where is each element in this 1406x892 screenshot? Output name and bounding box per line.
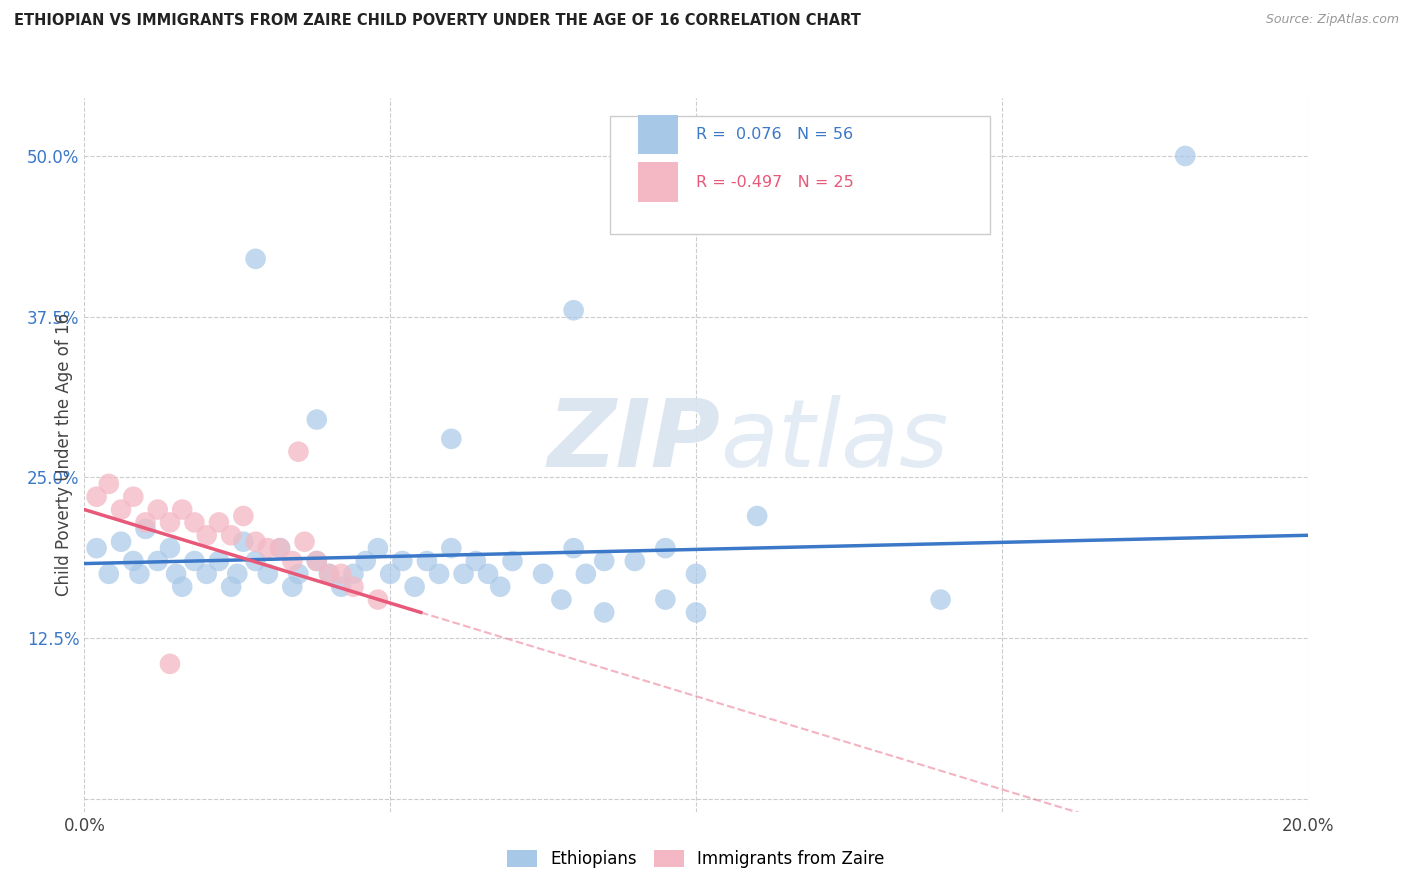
Point	[305, 412, 328, 426]
Point	[287, 566, 309, 581]
Point	[1174, 149, 1197, 163]
Point	[440, 541, 463, 556]
Point	[281, 554, 304, 568]
Point	[562, 541, 585, 556]
Point	[86, 490, 108, 504]
Point	[135, 522, 157, 536]
Point	[287, 444, 309, 458]
Point	[550, 592, 572, 607]
Point	[575, 566, 598, 581]
Point	[654, 541, 676, 556]
Point	[183, 516, 205, 530]
Point	[330, 566, 353, 581]
Text: ZIP: ZIP	[547, 394, 720, 487]
Point	[219, 580, 242, 594]
Point	[146, 502, 169, 516]
Point	[342, 580, 364, 594]
FancyBboxPatch shape	[638, 162, 678, 202]
Text: atlas: atlas	[720, 395, 949, 486]
Point	[269, 541, 291, 556]
Point	[453, 566, 475, 581]
Point	[294, 534, 316, 549]
Point	[281, 580, 304, 594]
Point	[135, 516, 157, 530]
Point	[367, 592, 389, 607]
Point	[391, 554, 413, 568]
Point	[685, 606, 707, 620]
Point	[427, 566, 450, 581]
Point	[172, 580, 194, 594]
Point	[208, 516, 231, 530]
Point	[219, 528, 242, 542]
Point	[232, 508, 254, 523]
Point	[172, 502, 194, 516]
Point	[183, 554, 205, 568]
Point	[110, 502, 132, 516]
Text: R = -0.497   N = 25: R = -0.497 N = 25	[696, 175, 853, 190]
Point	[685, 566, 707, 581]
Text: R =  0.076   N = 56: R = 0.076 N = 56	[696, 127, 853, 142]
Point	[159, 657, 181, 671]
Point	[531, 566, 554, 581]
Point	[195, 528, 218, 542]
FancyBboxPatch shape	[610, 116, 990, 234]
Point	[342, 566, 364, 581]
Point	[269, 541, 291, 556]
Point	[367, 541, 389, 556]
Point	[159, 541, 181, 556]
Point	[122, 554, 145, 568]
Point	[354, 554, 377, 568]
Point	[257, 541, 280, 556]
Text: Source: ZipAtlas.com: Source: ZipAtlas.com	[1265, 13, 1399, 27]
Point	[654, 592, 676, 607]
Point	[245, 534, 267, 549]
Point	[97, 566, 120, 581]
Point	[245, 554, 267, 568]
Point	[440, 432, 463, 446]
Point	[416, 554, 439, 568]
Legend: Ethiopians, Immigrants from Zaire: Ethiopians, Immigrants from Zaire	[501, 843, 891, 875]
Point	[122, 490, 145, 504]
Point	[330, 580, 353, 594]
Point	[146, 554, 169, 568]
Point	[562, 303, 585, 318]
Point	[86, 541, 108, 556]
Point	[208, 554, 231, 568]
Y-axis label: Child Poverty Under the Age of 16: Child Poverty Under the Age of 16	[55, 313, 73, 597]
Point	[318, 566, 340, 581]
Point	[477, 566, 499, 581]
Point	[128, 566, 150, 581]
Point	[245, 252, 267, 266]
Point	[624, 554, 647, 568]
Point	[257, 566, 280, 581]
Point	[232, 534, 254, 549]
Point	[110, 534, 132, 549]
Point	[593, 606, 616, 620]
Text: ETHIOPIAN VS IMMIGRANTS FROM ZAIRE CHILD POVERTY UNDER THE AGE OF 16 CORRELATION: ETHIOPIAN VS IMMIGRANTS FROM ZAIRE CHILD…	[14, 13, 860, 29]
Point	[747, 508, 769, 523]
Point	[404, 580, 426, 594]
Point	[502, 554, 524, 568]
FancyBboxPatch shape	[638, 114, 678, 153]
Point	[165, 566, 187, 581]
Point	[593, 554, 616, 568]
Point	[489, 580, 512, 594]
Point	[464, 554, 486, 568]
Point	[195, 566, 218, 581]
Point	[159, 516, 181, 530]
Point	[318, 566, 340, 581]
Point	[226, 566, 249, 581]
Point	[929, 592, 952, 607]
Point	[305, 554, 328, 568]
Point	[380, 566, 402, 581]
Point	[305, 554, 328, 568]
Point	[97, 476, 120, 491]
